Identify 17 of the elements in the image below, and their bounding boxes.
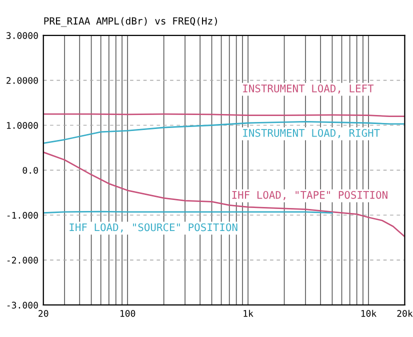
- series-label: IHF LOAD, "SOURCE" POSITION: [70, 223, 238, 233]
- series-label: INSTRUMENT LOAD, RIGHT: [243, 128, 380, 138]
- chart-title: PRE_RIAA AMPL(dBr) vs FREQ(Hz): [44, 17, 217, 27]
- y-tick-label: 2.0000: [6, 77, 38, 84]
- series-label: IHF LOAD, "TAPE" POSITION: [232, 190, 388, 200]
- x-tick-label: 20: [38, 310, 48, 317]
- x-tick-label: 10k: [361, 310, 376, 317]
- x-tick-label: 100: [120, 310, 136, 317]
- x-tick-label: 1k: [244, 310, 254, 317]
- y-tick-label: -1.000: [7, 212, 38, 219]
- text: INSTRUMENT LOAD, LEFT: [243, 84, 374, 94]
- y-tick-label: 3.0000: [6, 32, 38, 39]
- y-tick-label: 1.0000: [6, 122, 38, 129]
- x-tick-label: 20k: [397, 310, 413, 317]
- y-tick-label: 0.0: [22, 166, 38, 174]
- y-tick-label: -3.000: [7, 302, 38, 309]
- y-tick-label: -2.000: [7, 256, 38, 264]
